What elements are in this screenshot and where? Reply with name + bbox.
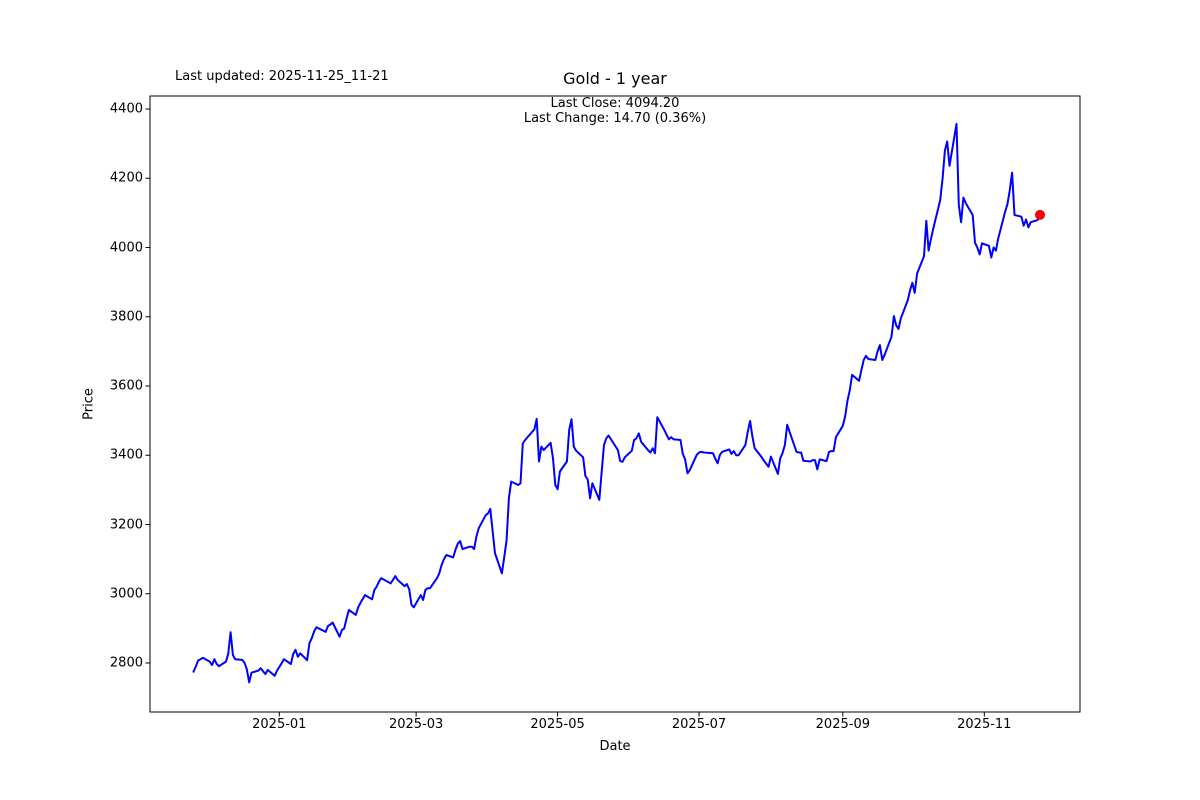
x-tick-label: 2025-07	[671, 717, 727, 732]
x-tick-label: 2025-05	[530, 717, 585, 732]
y-tick-label: 3000	[109, 586, 143, 602]
x-tick-label: 2025-09	[815, 717, 870, 732]
x-tick-label: 2025-01	[252, 717, 307, 732]
price-line-series	[192, 122, 1041, 684]
y-tick-label: 2800	[109, 655, 143, 671]
x-tick-label: 2025-03	[388, 717, 444, 732]
last-change-line: Last Change: 14.70 (0.36%)	[523, 110, 707, 126]
x-axis-tick-marks	[278, 712, 985, 717]
y-tick-label: 3200	[109, 517, 143, 532]
y-tick-label: 4400	[109, 101, 143, 117]
y-axis-tick-marks	[145, 108, 150, 664]
last-close-annotation: Last Close: 4094.20 Last Change: 14.70 (…	[523, 96, 707, 126]
y-tick-label: 3800	[109, 309, 143, 325]
y-tick-label: 4200	[109, 170, 143, 186]
x-tick-label: 2025-11	[957, 717, 1012, 732]
y-axis-label: Price	[81, 388, 97, 420]
last-close-line: Last Close: 4094.20	[550, 96, 680, 111]
last-updated-text: Last updated: 2025-11-25_11-21	[175, 69, 389, 84]
y-tick-label: 4000	[109, 240, 143, 255]
y-tick-label: 3600	[109, 378, 143, 394]
y-tick-label: 3400	[109, 447, 143, 463]
chart-title: Gold - 1 year	[563, 69, 667, 88]
plot-area-border	[149, 95, 1081, 713]
last-price-marker-dot	[1035, 209, 1045, 220]
x-axis-label: Date	[599, 739, 631, 754]
